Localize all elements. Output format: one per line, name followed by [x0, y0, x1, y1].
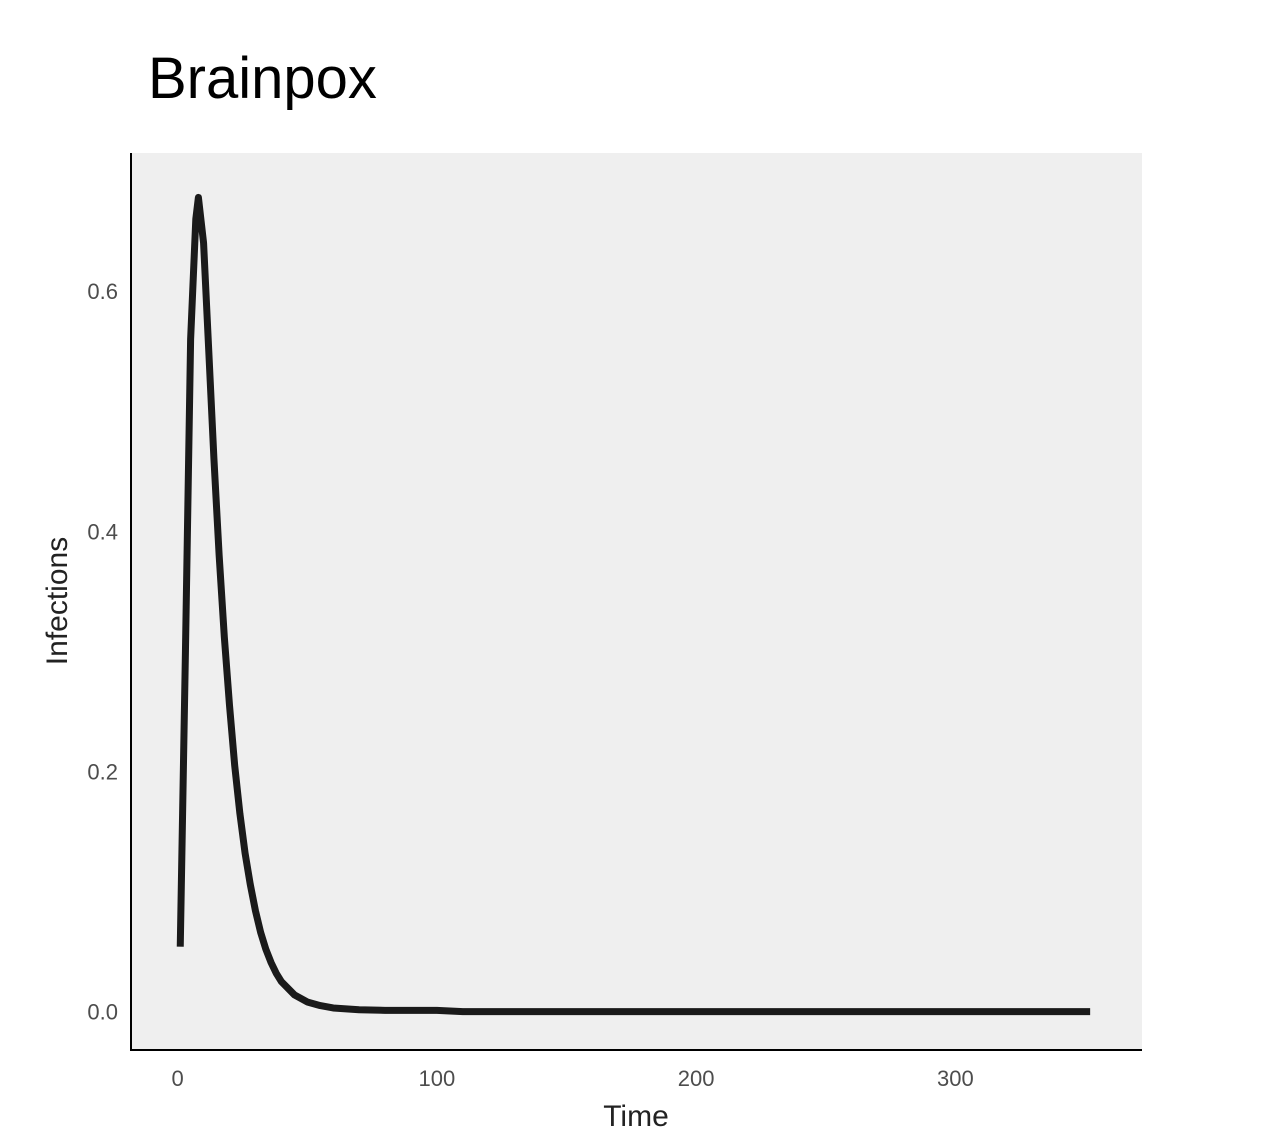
- series-line: [176, 193, 1091, 1016]
- x-axis-ticks: 0 100 200 300: [172, 1066, 974, 1091]
- y-tick-label: 0.0: [87, 1000, 118, 1025]
- y-axis-ticks: 0.0 0.2 0.4 0.6: [87, 279, 118, 1024]
- series-layer: [176, 193, 1091, 1016]
- x-tick-label: 300: [937, 1066, 974, 1091]
- plot-panel: [131, 153, 1142, 1050]
- x-axis-label: Time: [603, 1100, 669, 1133]
- y-axis-label: Infections: [41, 537, 74, 665]
- x-tick-label: 0: [172, 1066, 184, 1091]
- y-tick-label: 0.2: [87, 759, 118, 784]
- y-tick-label: 0.6: [87, 279, 118, 304]
- x-tick-label: 200: [678, 1066, 715, 1091]
- chart-title: Brainpox: [148, 46, 377, 111]
- y-tick-label: 0.4: [87, 519, 118, 544]
- x-tick-label: 100: [419, 1066, 456, 1091]
